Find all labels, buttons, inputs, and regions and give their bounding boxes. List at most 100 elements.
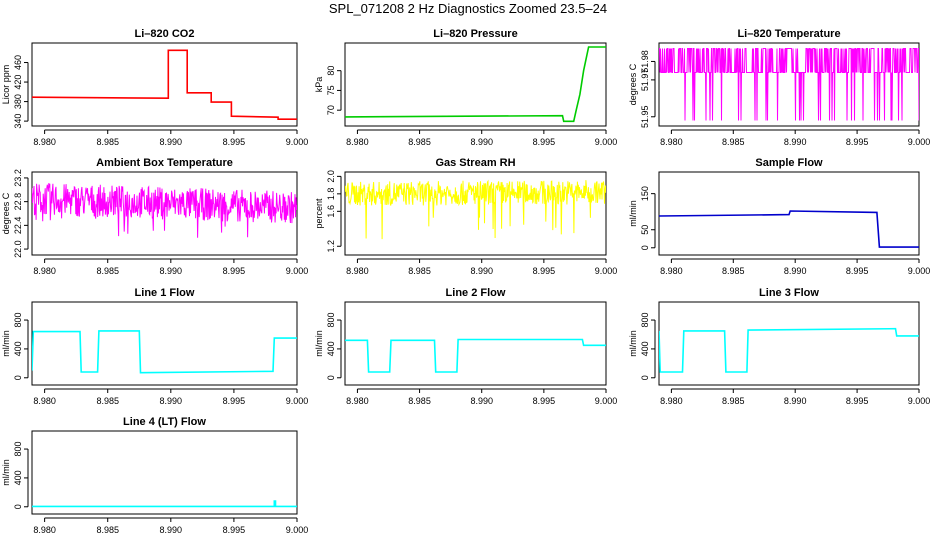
x-tick-label: 9.000: [595, 396, 618, 406]
chart-panel-3: Li–820 Temperature degrees C 8.980 8.985 8.9…: [628, 28, 930, 147]
plot-frame: [344, 171, 607, 256]
panel-title: Li–820 CO2: [135, 28, 195, 40]
x-tick-label: 9.000: [286, 525, 309, 535]
x-tick-label: 8.995: [533, 137, 556, 147]
x-tick-label: 8.985: [408, 266, 431, 276]
series-line: [659, 327, 919, 373]
x-tick-label: 8.985: [96, 396, 119, 406]
x-tick-label: 8.985: [722, 396, 745, 406]
x-tick-label: 8.995: [846, 137, 869, 147]
y-tick-label: 400: [326, 341, 336, 356]
y-axis-label: ml/min: [628, 200, 638, 227]
y-tick-label: 800: [13, 442, 23, 457]
x-tick-label: 9.000: [286, 137, 309, 147]
x-tick-label: 8.990: [470, 396, 493, 406]
y-tick-label: 340: [13, 114, 23, 129]
y-tick-label: 1.6: [326, 205, 336, 218]
series-line: [345, 46, 606, 123]
y-axis-label: degrees C: [1, 192, 11, 234]
x-tick-label: 8.995: [223, 396, 246, 406]
y-tick-label: 75: [326, 85, 336, 95]
plot-frame: [31, 171, 298, 256]
series-line: [659, 48, 919, 121]
y-tick-label: 800: [640, 313, 650, 328]
plot-frame: [31, 430, 298, 515]
chart-panel-2: Li–820 Pressure kPa 8.980 8.985 8.990 8.995 9.…: [314, 28, 617, 147]
y-tick-label: 420: [13, 75, 23, 90]
x-tick-label: 8.990: [784, 137, 807, 147]
x-tick-label: 8.980: [33, 396, 56, 406]
y-tick-label: 400: [13, 341, 23, 356]
x-tick-label: 8.985: [408, 396, 431, 406]
x-tick-label: 8.985: [96, 525, 119, 535]
y-axis-label: Licor ppm: [1, 65, 11, 105]
y-tick-label: 0: [13, 375, 23, 380]
panel-title: Gas Stream RH: [435, 157, 515, 169]
plot-frame: [344, 301, 607, 386]
y-tick-label: 22.0: [13, 240, 23, 258]
series-line: [32, 330, 297, 374]
x-tick-label: 8.995: [846, 396, 869, 406]
y-tick-label: 22.8: [13, 193, 23, 211]
y-tick-label: 50: [640, 225, 650, 235]
panel-title: Line 2 Flow: [446, 287, 506, 299]
plot-frame: [658, 301, 920, 386]
series-line: [345, 179, 606, 240]
x-tick-label: 9.000: [286, 266, 309, 276]
x-tick-label: 8.990: [160, 396, 183, 406]
chart-panel-4: Ambient Box Temperature degrees C 8.980 8.9…: [1, 157, 308, 276]
x-tick-label: 9.000: [286, 396, 309, 406]
series-line: [345, 338, 606, 373]
x-tick-label: 8.995: [223, 525, 246, 535]
series-line: [32, 183, 297, 238]
y-axis-label: ml/min: [628, 330, 638, 357]
y-tick-label: 0: [326, 375, 336, 380]
y-tick-label: 400: [13, 470, 23, 485]
x-tick-label: 9.000: [908, 396, 931, 406]
y-tick-label: 150: [640, 186, 650, 201]
x-tick-label: 8.980: [346, 266, 369, 276]
x-tick-label: 8.995: [533, 266, 556, 276]
x-tick-label: 8.985: [96, 266, 119, 276]
x-tick-label: 8.995: [223, 266, 246, 276]
x-tick-label: 8.980: [660, 396, 683, 406]
chart-panel-10: Line 4 (LT) Flow ml/min 8.980 8.985 8.990 8.9…: [1, 416, 308, 535]
x-tick-label: 9.000: [908, 266, 931, 276]
x-tick-label: 8.985: [722, 137, 745, 147]
panel-title: Li–820 Temperature: [737, 28, 840, 40]
y-tick-label: 2.0: [326, 170, 336, 183]
panel-title: Ambient Box Temperature: [96, 157, 233, 169]
chart-panel-7: Line 1 Flow ml/min 8.980 8.985 8.990 8.995 9.0…: [1, 287, 308, 406]
x-tick-label: 8.995: [533, 396, 556, 406]
x-tick-label: 8.985: [96, 137, 119, 147]
y-tick-label: 22.4: [13, 217, 23, 235]
x-tick-label: 8.990: [160, 137, 183, 147]
chart-panel-6: Sample Flow ml/min 8.980 8.985 8.990 8.995 9.0…: [628, 157, 930, 276]
x-tick-label: 8.980: [33, 525, 56, 535]
y-tick-label: 23.2: [13, 169, 23, 187]
series-line: [32, 49, 297, 120]
y-tick-label: 800: [326, 313, 336, 328]
plot-frame: [31, 42, 298, 127]
y-tick-label: 51.98: [640, 50, 650, 73]
y-tick-label: 0: [13, 504, 23, 509]
x-tick-label: 9.000: [595, 266, 618, 276]
page-title: SPL_071208 2 Hz Diagnostics Zoomed 23.5–…: [328, 1, 608, 16]
y-tick-label: 1.2: [326, 240, 336, 253]
y-tick-label: 380: [13, 94, 23, 109]
plot-frame: [658, 171, 920, 256]
y-tick-label: 400: [640, 341, 650, 356]
x-tick-label: 8.990: [784, 396, 807, 406]
plot-frame: [344, 42, 607, 127]
series-line: [32, 500, 297, 508]
x-tick-label: 8.990: [784, 266, 807, 276]
x-tick-label: 8.995: [223, 137, 246, 147]
chart-panel-1: Li–820 CO2 Licor ppm 8.980 8.985 8.990 8.995 9…: [1, 28, 308, 147]
x-tick-label: 8.990: [470, 137, 493, 147]
y-tick-label: 1.8: [326, 188, 336, 201]
y-axis-label: ml/min: [1, 459, 11, 486]
x-tick-label: 8.985: [722, 266, 745, 276]
x-tick-label: 8.980: [660, 137, 683, 147]
x-tick-label: 8.990: [160, 525, 183, 535]
